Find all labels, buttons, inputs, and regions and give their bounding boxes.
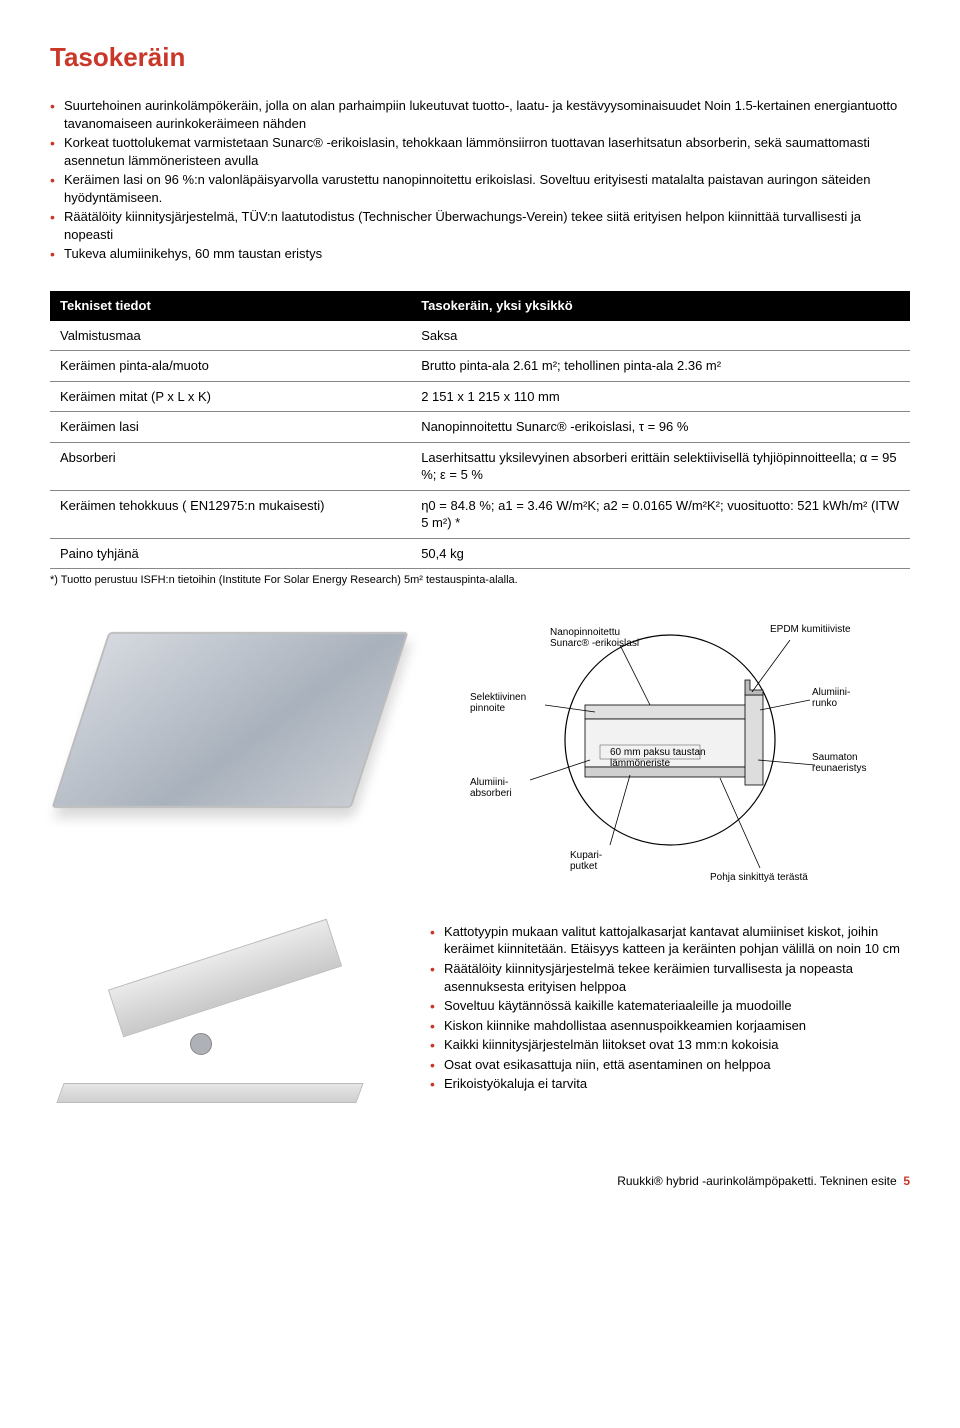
cross-section-icon: 60 mm paksu taustanlämmöneriste bbox=[585, 680, 763, 785]
cross-section-diagram: 60 mm paksu taustanlämmöneriste Nanopinn… bbox=[460, 610, 910, 895]
mount-rail-icon bbox=[108, 919, 342, 1038]
table-row: Keräimen mitat (P x L x K)2 151 x 1 215 … bbox=[50, 381, 910, 412]
spec-label: Paino tyhjänä bbox=[50, 538, 411, 569]
list-item: Korkeat tuottolukemat varmistetaan Sunar… bbox=[50, 134, 910, 169]
mounting-row: Kattotyypin mukaan valitut kattojalkasar… bbox=[50, 923, 910, 1123]
panel-shape-icon bbox=[51, 632, 408, 808]
table-header-right: Tasokeräin, yksi yksikkö bbox=[411, 291, 910, 321]
spec-value: 2 151 x 1 215 x 110 mm bbox=[411, 381, 910, 412]
mounting-bullet-list: Kattotyypin mukaan valitut kattojalkasar… bbox=[430, 923, 910, 1095]
spec-value: Laserhitsattu yksilevyinen absorberi eri… bbox=[411, 442, 910, 490]
page-number: 5 bbox=[903, 1174, 910, 1188]
table-row: Keräimen lasiNanopinnoitettu Sunarc® -er… bbox=[50, 412, 910, 443]
diagram-label: Alumiini-absorberi bbox=[470, 777, 512, 799]
footer-text: Ruukki® hybrid -aurinkolämpöpaketti. Tek… bbox=[617, 1174, 896, 1188]
spec-value: Brutto pinta-ala 2.61 m²; tehollinen pin… bbox=[411, 351, 910, 382]
table-row: AbsorberiLaserhitsattu yksilevyinen abso… bbox=[50, 442, 910, 490]
list-item: Keräimen lasi on 96 %:n valonläpäisyarvo… bbox=[50, 171, 910, 206]
collector-panel-image bbox=[50, 610, 430, 850]
table-header-left: Tekniset tiedot bbox=[50, 291, 411, 321]
spec-table: Tekniset tiedot Tasokeräin, yksi yksikkö… bbox=[50, 291, 910, 569]
table-row: ValmistusmaaSaksa bbox=[50, 321, 910, 351]
list-item: Tukeva alumiinikehys, 60 mm taustan eris… bbox=[50, 245, 910, 263]
mount-bolt-icon bbox=[190, 1033, 212, 1055]
spec-value: η0 = 84.8 %; a1 = 3.46 W/m²K; a2 = 0.016… bbox=[411, 490, 910, 538]
list-item: Kiskon kiinnike mahdollistaa asennuspoik… bbox=[430, 1017, 910, 1035]
list-item: Kattotyypin mukaan valitut kattojalkasar… bbox=[430, 923, 910, 958]
spec-label: Absorberi bbox=[50, 442, 411, 490]
spec-label: Keräimen lasi bbox=[50, 412, 411, 443]
diagram-label: Kupari-putket bbox=[570, 850, 602, 872]
page-footer: Ruukki® hybrid -aurinkolämpöpaketti. Tek… bbox=[50, 1173, 910, 1189]
list-item: Osat ovat esikasattuja niin, että asenta… bbox=[430, 1056, 910, 1074]
diagram-label: Alumiini-runko bbox=[812, 687, 850, 709]
table-footnote: *) Tuotto perustuu ISFH:n tietoihin (Ins… bbox=[50, 573, 910, 588]
diagram-label: Selektiivinenpinnoite bbox=[470, 692, 526, 714]
spec-value: 50,4 kg bbox=[411, 538, 910, 569]
list-item: Räätälöity kiinnitysjärjestelmä, TÜV:n l… bbox=[50, 208, 910, 243]
list-item: Erikoistyökaluja ei tarvita bbox=[430, 1075, 910, 1093]
table-row: Keräimen pinta-ala/muotoBrutto pinta-ala… bbox=[50, 351, 910, 382]
list-item: Räätälöity kiinnitysjärjestelmä tekee ke… bbox=[430, 960, 910, 995]
spec-value: Saksa bbox=[411, 321, 910, 351]
mount-base-icon bbox=[56, 1083, 363, 1103]
spec-label: Valmistusmaa bbox=[50, 321, 411, 351]
diagram-label: EPDM kumitiiviste bbox=[770, 624, 851, 635]
intro-bullet-list: Suurtehoinen aurinkolämpökeräin, jolla o… bbox=[50, 97, 910, 263]
spec-value: Nanopinnoitettu Sunarc® -erikoislasi, τ … bbox=[411, 412, 910, 443]
diagram-row: 60 mm paksu taustanlämmöneriste Nanopinn… bbox=[50, 610, 910, 895]
diagram-label: NanopinnoitettuSunarc® -erikoislasi bbox=[550, 627, 639, 649]
spec-label: Keräimen tehokkuus ( EN12975:n mukaisest… bbox=[50, 490, 411, 538]
list-item: Soveltuu käytännössä kaikille katemateri… bbox=[430, 997, 910, 1015]
list-item: Suurtehoinen aurinkolämpökeräin, jolla o… bbox=[50, 97, 910, 132]
page-title: Tasokeräin bbox=[50, 40, 910, 75]
diagram-label: Pohja sinkittyä terästä bbox=[710, 872, 808, 883]
diagram-label: Saumatonreunaeristys bbox=[812, 752, 866, 774]
spec-label: Keräimen pinta-ala/muoto bbox=[50, 351, 411, 382]
table-row: Paino tyhjänä50,4 kg bbox=[50, 538, 910, 569]
list-item: Kaikki kiinnitysjärjestelmän liitokset o… bbox=[430, 1036, 910, 1054]
mounting-bracket-image bbox=[50, 923, 390, 1123]
spec-label: Keräimen mitat (P x L x K) bbox=[50, 381, 411, 412]
table-row: Keräimen tehokkuus ( EN12975:n mukaisest… bbox=[50, 490, 910, 538]
